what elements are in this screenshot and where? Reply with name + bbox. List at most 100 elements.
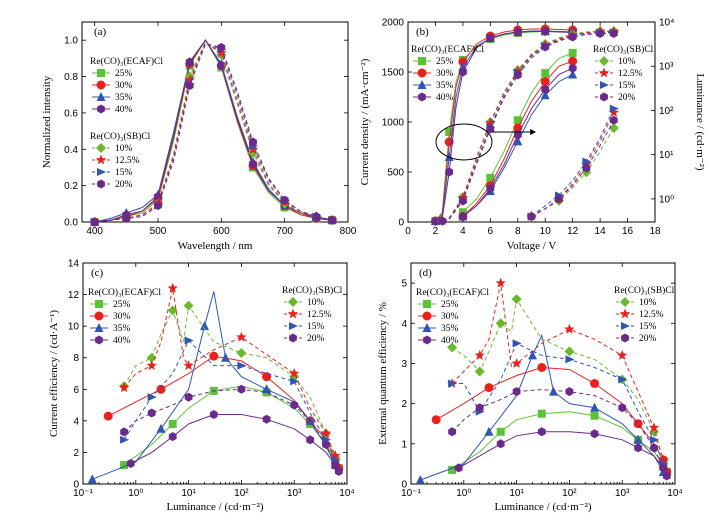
data-point xyxy=(512,339,522,348)
y-axis-label: Current efficiency / (cd·A⁻¹) xyxy=(48,310,60,437)
data-point xyxy=(306,435,314,445)
data-point xyxy=(156,423,166,433)
legend-marker xyxy=(289,333,297,343)
series-line-ecaf-25% xyxy=(94,39,333,223)
x-tick-label: 10² xyxy=(562,488,577,499)
y-tick-label: 6 xyxy=(73,385,79,396)
legend-label: 35% xyxy=(441,324,459,334)
series-line-sb-20% xyxy=(442,33,614,222)
series-line-sb-15% xyxy=(531,108,615,217)
data-point xyxy=(618,403,627,413)
x-tick-label: 12 xyxy=(567,226,579,237)
y-tick-label: 3 xyxy=(401,359,407,370)
series-line-sb-10% xyxy=(123,304,336,459)
y-tick-label: 500 xyxy=(387,168,404,179)
panel-label: (c) xyxy=(91,267,104,279)
data-point xyxy=(290,400,299,410)
data-point xyxy=(262,414,271,424)
x-axis-label: Voltage / V xyxy=(507,240,557,252)
panel-label: (d) xyxy=(419,267,432,279)
series-line-sb-15% xyxy=(123,339,336,461)
y-axis-label: External quantum efficiency / % xyxy=(377,302,389,445)
x-tick-label: 18 xyxy=(649,226,661,237)
data-point xyxy=(555,194,563,204)
series-line-sb-12.5% xyxy=(451,282,664,461)
data-point xyxy=(609,115,618,125)
x-tick-label: 500 xyxy=(150,226,167,237)
data-point xyxy=(537,427,546,437)
legend-label: 25% xyxy=(436,57,454,67)
y2-tick-label: 10⁰ xyxy=(659,194,674,205)
legend-marker xyxy=(95,335,103,345)
legend-header: Re(CO)₃(SB)Cl xyxy=(282,285,343,296)
data-point xyxy=(590,411,599,420)
x-tick-label: 0 xyxy=(405,226,411,237)
y2-tick-label: 10¹ xyxy=(659,150,674,161)
data-point xyxy=(183,360,194,371)
data-point xyxy=(549,386,559,396)
y-tick-label: 14 xyxy=(68,259,80,270)
data-point xyxy=(120,427,128,437)
data-point xyxy=(486,173,495,182)
legend-marker xyxy=(97,179,105,189)
data-point xyxy=(541,84,550,94)
series-line-ecaf-40% xyxy=(94,39,333,223)
data-point xyxy=(648,426,659,437)
annotation-arrowhead xyxy=(530,129,537,135)
data-point xyxy=(512,387,521,397)
y-tick-label: 8 xyxy=(73,353,79,364)
series-line-sb-12.5% xyxy=(94,41,333,223)
y2-axis-label: Luminance / (cd·m⁻²) xyxy=(694,73,706,170)
data-point xyxy=(167,282,178,293)
data-point xyxy=(513,116,522,125)
x-tick-label: 14 xyxy=(595,226,607,237)
y-tick-label: 4 xyxy=(401,319,407,330)
data-point xyxy=(147,393,157,402)
legend-label: 30% xyxy=(113,312,131,322)
legend-label: 40% xyxy=(436,93,454,103)
plot-frame xyxy=(81,21,349,223)
data-point xyxy=(495,277,506,288)
data-point xyxy=(199,321,209,331)
data-point xyxy=(496,439,505,449)
legend-marker xyxy=(423,335,431,345)
data-point xyxy=(486,124,495,134)
data-point xyxy=(618,375,628,384)
data-point xyxy=(290,377,300,386)
data-point xyxy=(445,167,454,177)
panel-label: (b) xyxy=(416,26,429,38)
legend-label: 15% xyxy=(307,322,325,332)
legend-marker xyxy=(97,168,106,176)
x-tick-label: 800 xyxy=(340,226,357,237)
legend-label: 25% xyxy=(441,300,459,310)
data-point xyxy=(496,427,505,436)
data-point xyxy=(184,336,194,345)
data-point xyxy=(512,65,523,76)
y-tick-label: 1000 xyxy=(382,118,405,129)
legend-marker xyxy=(418,92,426,102)
legend-label: 12.5% xyxy=(307,310,332,320)
y-tick-label: 12 xyxy=(68,290,80,301)
data-point xyxy=(527,350,537,360)
legend-label: 12.5% xyxy=(115,156,140,166)
legend-label: 35% xyxy=(436,81,454,91)
data-point xyxy=(541,42,550,52)
y-tick-label: 4 xyxy=(73,416,79,427)
data-point xyxy=(662,471,671,481)
x-tick-label: 6 xyxy=(488,226,494,237)
data-point xyxy=(156,384,166,394)
data-point xyxy=(217,61,226,71)
y-axis-label: Normalized intensity xyxy=(41,75,53,168)
data-point xyxy=(609,104,619,113)
data-point xyxy=(634,443,642,453)
legend-label: 40% xyxy=(113,336,131,346)
data-point xyxy=(120,435,130,444)
x-axis-label: Luminance / (cd·m⁻²) xyxy=(494,501,591,513)
data-point xyxy=(103,411,113,421)
y-tick-label: 0 xyxy=(73,480,79,491)
data-point xyxy=(168,420,177,429)
data-point xyxy=(582,163,591,173)
y-tick-label: 0.8 xyxy=(64,72,78,83)
x-tick-label: 10⁻¹ xyxy=(73,488,93,499)
data-point xyxy=(608,107,620,117)
